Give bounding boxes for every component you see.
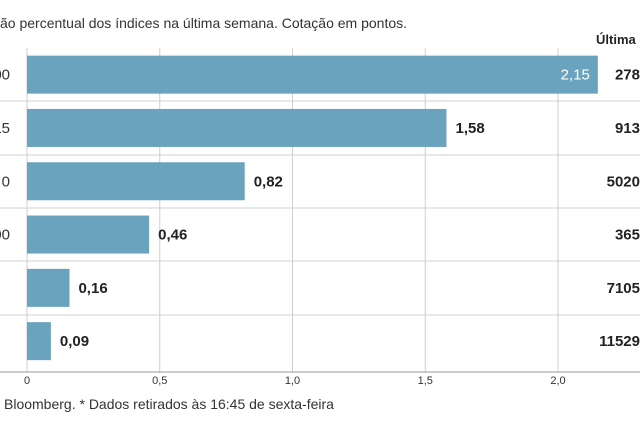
- x-tick-label: 1,5: [418, 375, 433, 387]
- value-label: 1,58: [455, 120, 484, 137]
- category-label: 00: [0, 67, 10, 84]
- value-label: 0,09: [60, 333, 89, 350]
- x-tick-label: 0: [24, 375, 30, 387]
- last-value-header: Última c: [596, 32, 640, 47]
- value-label: 2,15: [561, 67, 590, 84]
- category-label: 15: [0, 120, 10, 137]
- last-value: 365: [615, 227, 640, 244]
- bar: [27, 215, 150, 254]
- x-tick-label: 0,5: [152, 375, 167, 387]
- bar: [27, 162, 245, 201]
- bar: [27, 108, 447, 147]
- last-value: 11529: [599, 333, 640, 350]
- category-label: 600: [0, 227, 10, 244]
- category-label: 0: [2, 173, 10, 190]
- last-value: 913: [615, 120, 640, 137]
- x-tick-label: 1,0: [285, 375, 300, 387]
- last-value: 7105: [607, 280, 640, 297]
- x-tick-label: 2,0: [550, 375, 565, 387]
- bar: [27, 268, 70, 307]
- last-value: 5020: [607, 173, 640, 190]
- value-label: 0,16: [78, 280, 107, 297]
- value-label: 0,82: [254, 173, 283, 190]
- last-value: 278: [615, 67, 640, 84]
- bar: [27, 55, 598, 94]
- chart-subtitle: ão percentual dos índices na última sema…: [0, 15, 408, 31]
- value-label: 0,46: [158, 227, 187, 244]
- chart-source-note: Bloomberg. * Dados retirados às 16:45 de…: [4, 396, 334, 412]
- bar: [27, 322, 51, 361]
